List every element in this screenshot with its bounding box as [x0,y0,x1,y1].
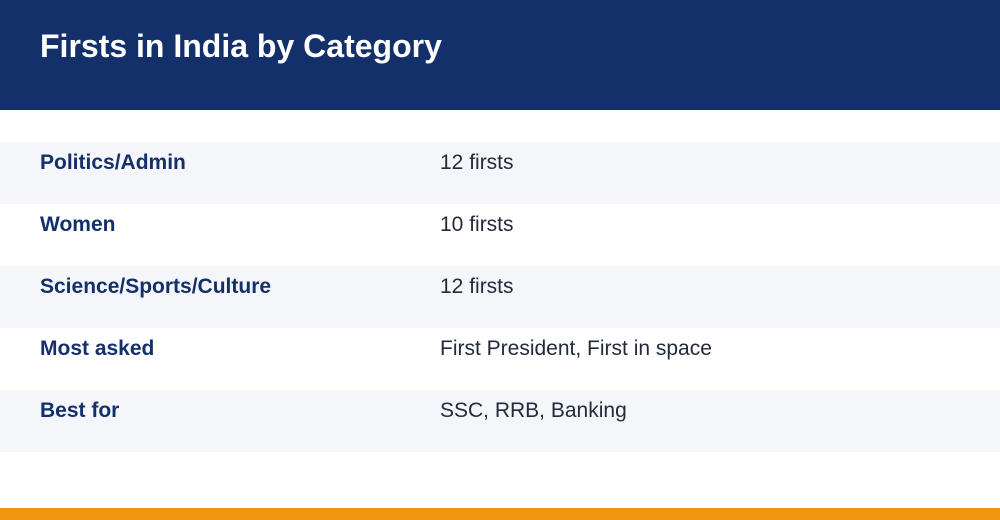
table-row: Best for SSC, RRB, Banking [0,390,1000,452]
row-value: First President, First in space [440,337,712,360]
row-value: 12 firsts [440,151,514,174]
row-value: 10 firsts [440,213,514,236]
row-value: 12 firsts [440,275,514,298]
row-label: Politics/Admin [40,151,186,174]
row-label: Best for [40,399,120,422]
page-title: Firsts in India by Category [40,28,442,64]
row-label: Women [40,213,116,236]
table-row: Politics/Admin 12 firsts [0,142,1000,204]
row-label: Most asked [40,337,155,360]
category-table: Politics/Admin 12 firsts Women 10 firsts… [0,142,1000,452]
table-row: Women 10 firsts [0,204,1000,266]
row-label: Science/Sports/Culture [40,275,272,298]
table-row: Most asked First President, First in spa… [0,328,1000,390]
footer-accent-bar [0,508,1000,520]
table-row: Science/Sports/Culture 12 firsts [0,266,1000,328]
header-banner: Firsts in India by Category [0,0,1000,110]
row-value: SSC, RRB, Banking [440,399,627,422]
